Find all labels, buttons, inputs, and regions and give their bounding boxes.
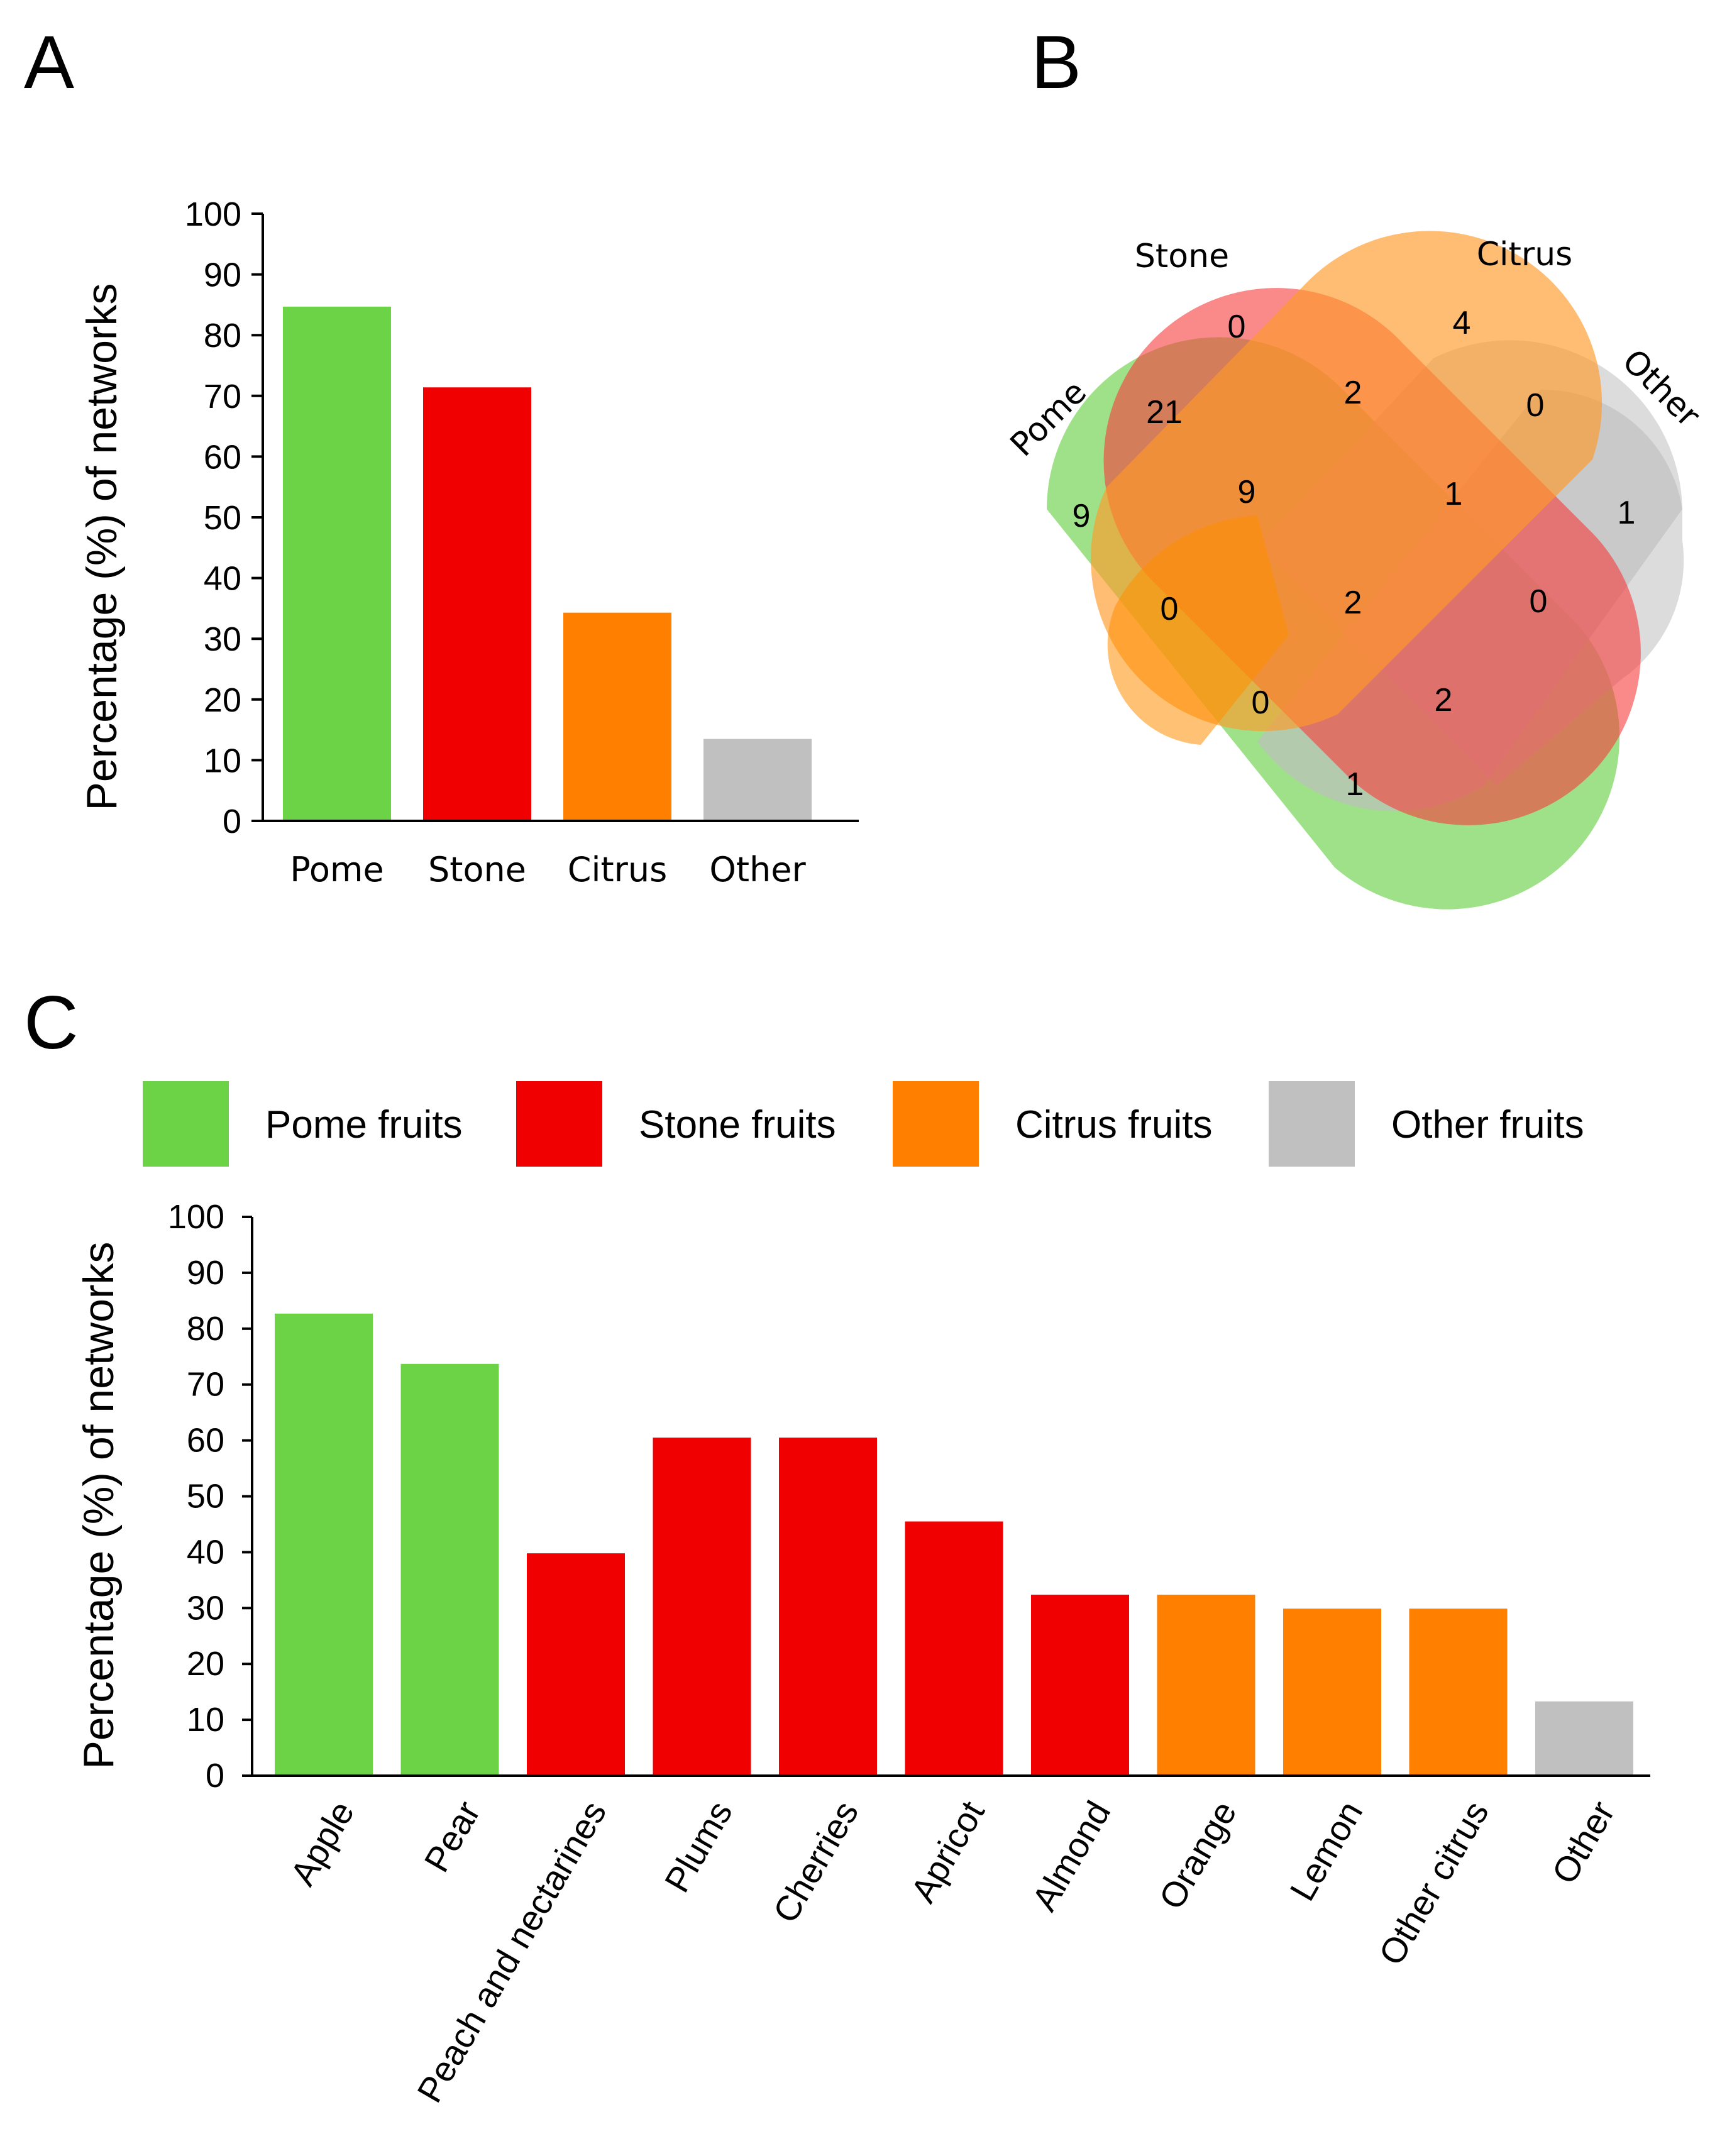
chart-a-bar-other <box>703 739 812 821</box>
venn-count-stone-other: 0 <box>1530 583 1548 620</box>
chart-c-bar-pear <box>400 1363 499 1776</box>
venn-set-citrus <box>1091 231 1602 745</box>
chart-c-category-label: Other <box>1544 1795 1623 1891</box>
chart-c-bar-orange <box>1157 1594 1255 1776</box>
chart-c-y-tick-label: 20 <box>187 1645 224 1683</box>
chart-c-category-label: Pear <box>416 1795 488 1879</box>
venn-count-stone-only: 0 <box>1228 309 1246 345</box>
chart-a-category-label: Other <box>709 850 806 889</box>
chart-c: Percentage (%) of networks 0 10 20 30 40 50 60… <box>75 1198 1650 2109</box>
chart-c-category-label: Lemon <box>1282 1795 1370 1908</box>
legend-swatch-citrus <box>893 1081 979 1167</box>
chart-a-y-tick-label: 40 <box>204 560 241 598</box>
chart-c-category-label: Apple <box>282 1795 361 1893</box>
chart-c-category-label: Cherries <box>765 1795 866 1930</box>
venn-count-other-only: 1 <box>1618 495 1636 531</box>
chart-a-y-tick-label: 90 <box>204 256 241 294</box>
chart-a-y-tick-label: 20 <box>204 681 241 719</box>
chart-a-y-tick-label: 50 <box>204 499 241 537</box>
chart-c-bar-apple <box>275 1313 373 1776</box>
venn-count-pome-citrus: 0 <box>1161 591 1179 627</box>
chart-c-bar-other <box>1535 1701 1633 1776</box>
chart-a-y-tick-label: 80 <box>204 317 241 355</box>
chart-a-category-label: Stone <box>428 850 526 889</box>
panel-a-letter: A <box>24 20 74 104</box>
chart-c-bar-plums <box>653 1438 751 1776</box>
chart-c-bar-cherries <box>779 1438 877 1776</box>
chart-c-bar-peach-and-nectarines <box>527 1553 625 1776</box>
venn-count-pome-other: 1 <box>1346 766 1364 803</box>
chart-c-y-tick-label: 70 <box>187 1366 224 1404</box>
chart-a-y-tick-label: 10 <box>204 742 241 779</box>
panel-c-letter: C <box>24 981 79 1065</box>
chart-a: Percentage (%) of networks 0 10 20 30 40 50 60… <box>78 195 859 889</box>
chart-c-bar-almond <box>1031 1594 1129 1776</box>
chart-c-y-tick-label: 40 <box>187 1533 224 1571</box>
chart-c-y-axis-title: Percentage (%) of networks <box>75 1241 123 1769</box>
chart-a-bar-stone <box>423 387 531 821</box>
venn-count-pome-stone-citrus: 9 <box>1238 474 1256 510</box>
chart-a-y-tick-label: 60 <box>204 438 241 476</box>
chart-a-y-axis-title: Percentage (%) of networks <box>78 283 126 810</box>
chart-c-bar-lemon <box>1283 1609 1381 1776</box>
venn-count-pome-stone: 21 <box>1146 394 1183 431</box>
venn-count-all-four: 2 <box>1344 585 1362 621</box>
venn-count-citrus-other: 0 <box>1526 387 1545 424</box>
venn-count-pome-citrus-other: 0 <box>1252 685 1270 721</box>
venn-count-citrus-only: 4 <box>1453 305 1471 341</box>
chart-a-y-tick-label: 30 <box>204 620 241 658</box>
legend-label-stone: Stone fruits <box>639 1103 836 1147</box>
chart-c-bar-apricot <box>905 1521 1003 1776</box>
venn-count-stone-citrus: 2 <box>1344 375 1362 411</box>
legend-label-other: Other fruits <box>1391 1103 1584 1147</box>
legend-label-citrus: Citrus fruits <box>1015 1103 1212 1147</box>
legend-swatch-stone <box>516 1081 602 1167</box>
venn-label-citrus: Citrus <box>1477 236 1573 273</box>
chart-c-y-tick-label: 90 <box>187 1254 224 1292</box>
chart-c-category-label: Orange <box>1151 1795 1244 1916</box>
chart-c-y-tick-label: 100 <box>168 1198 224 1236</box>
venn-label-stone: Stone <box>1135 238 1229 275</box>
chart-a-category-label: Citrus <box>568 850 667 889</box>
legend-label-pome: Pome fruits <box>265 1103 463 1147</box>
chart-a-bar-pome <box>283 306 391 822</box>
chart-c-category-label: Other citrus <box>1371 1795 1496 1972</box>
chart-c-bar-other-citrus <box>1409 1609 1508 1776</box>
chart-c-legend: Pome fruits Stone fruits Citrus fruits Othe… <box>143 1081 1584 1167</box>
venn-diagram: Stone Citrus Pome Other 9 0 4 1 21 2 0 9… <box>1003 231 1707 910</box>
chart-c-y-tick-label: 30 <box>187 1589 224 1627</box>
chart-a-category-label: Pome <box>290 850 384 889</box>
chart-c-category-label: Apricot <box>903 1794 992 1909</box>
venn-count-stone-citrus-other: 1 <box>1445 476 1463 512</box>
venn-shape-citrus-left <box>1107 515 1289 745</box>
chart-c-y-tick-label: 80 <box>187 1310 224 1348</box>
chart-a-y-tick-label: 70 <box>204 378 241 415</box>
chart-c-category-label: Plums <box>657 1795 740 1899</box>
venn-count-pome-only: 9 <box>1073 498 1091 534</box>
chart-a-y-tick-label: 100 <box>185 195 241 233</box>
chart-c-y-tick-label: 0 <box>206 1757 224 1795</box>
panel-b-letter: B <box>1031 20 1081 104</box>
chart-a-bar-citrus <box>563 612 671 821</box>
chart-c-y-tick-label: 60 <box>187 1422 224 1460</box>
chart-c-y-tick-label: 50 <box>187 1478 224 1515</box>
legend-swatch-pome <box>143 1081 229 1167</box>
venn-count-pome-stone-other: 2 <box>1435 682 1453 718</box>
chart-c-y-tick-label: 10 <box>187 1701 224 1739</box>
chart-a-y-tick-label: 0 <box>223 803 241 840</box>
chart-c-category-label: Almond <box>1024 1795 1118 1918</box>
legend-swatch-other <box>1269 1081 1355 1167</box>
